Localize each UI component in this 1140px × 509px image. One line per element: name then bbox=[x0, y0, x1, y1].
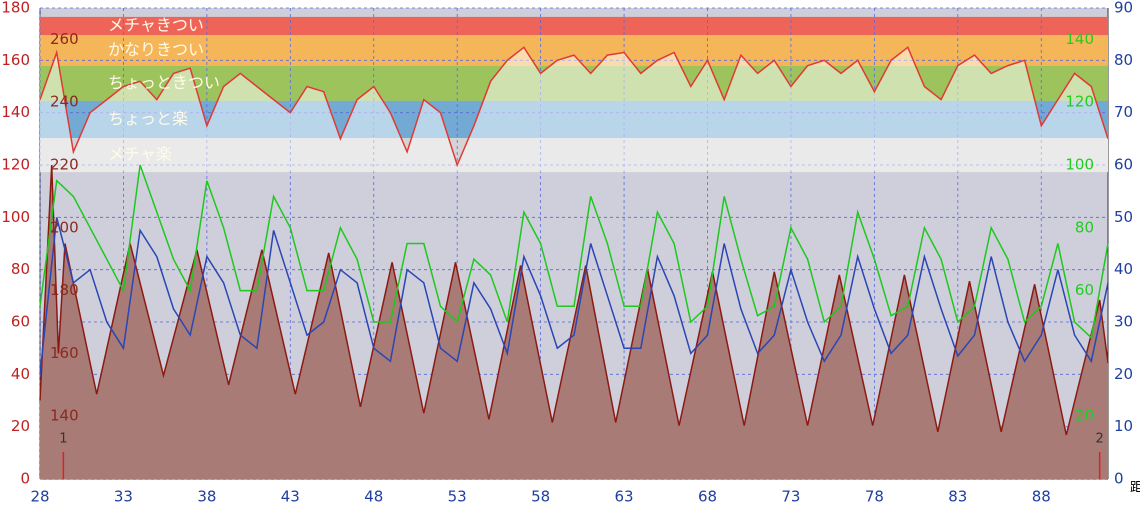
y4-tick-label: 80 bbox=[1075, 218, 1094, 236]
y-tick-label: 180 bbox=[1, 0, 30, 17]
y3-tick-label: 200 bbox=[50, 218, 79, 236]
y3-tick-label: 160 bbox=[50, 344, 79, 362]
x-tick-label: 63 bbox=[615, 488, 634, 506]
y-tick-label: 40 bbox=[11, 365, 30, 383]
y2-tick-label: 10 bbox=[1114, 417, 1133, 435]
x-tick-label: 38 bbox=[197, 488, 216, 506]
y-tick-label: 60 bbox=[11, 313, 30, 331]
x-tick-label: 48 bbox=[364, 488, 383, 506]
line bbox=[39, 164, 1109, 436]
y2-tick-label: 60 bbox=[1114, 156, 1133, 174]
y3-tick-label: 180 bbox=[50, 281, 79, 299]
x-tick-label: 43 bbox=[281, 488, 300, 506]
zone-label: メチャ楽 bbox=[108, 145, 172, 164]
line bbox=[39, 217, 1109, 375]
x-tick-label: 88 bbox=[1032, 488, 1051, 506]
y-tick-label: 20 bbox=[11, 417, 30, 435]
y4-tick-label: 20 bbox=[1075, 407, 1094, 425]
y-tick-label: 100 bbox=[1, 208, 30, 226]
y3-tick-label: 140 bbox=[50, 407, 79, 425]
y-tick-label: 120 bbox=[1, 156, 30, 174]
y3-tick-label: 240 bbox=[50, 93, 79, 111]
x-tick-label: 78 bbox=[865, 488, 884, 506]
y3-tick-label: 220 bbox=[50, 156, 79, 174]
lap-label: 2 bbox=[1096, 432, 1104, 447]
y4-tick-label: 60 bbox=[1075, 281, 1094, 299]
area bbox=[40, 47, 1108, 173]
line bbox=[39, 164, 1109, 340]
y4-tick-label: 100 bbox=[1065, 156, 1094, 174]
y2-tick-label: 70 bbox=[1114, 103, 1133, 121]
x-tick-label: 28 bbox=[30, 488, 49, 506]
line bbox=[39, 46, 1109, 168]
x-tick-label: 53 bbox=[448, 488, 467, 506]
x-axis-label: 距 bbox=[1130, 481, 1140, 496]
y2-tick-label: 30 bbox=[1114, 313, 1133, 331]
y2-tick-label: 0 bbox=[1114, 470, 1124, 488]
lap-label: 1 bbox=[59, 432, 67, 447]
y2-tick-label: 80 bbox=[1114, 51, 1133, 69]
y-tick-label: 0 bbox=[20, 470, 30, 488]
y4-tick-label: 120 bbox=[1065, 93, 1094, 111]
y2-tick-label: 50 bbox=[1114, 208, 1133, 226]
x-tick-label: 58 bbox=[531, 488, 550, 506]
x-tick-label: 73 bbox=[781, 488, 800, 506]
zone-band bbox=[40, 16, 1108, 36]
y2-tick-label: 40 bbox=[1114, 260, 1133, 278]
zone-label: ちょっときつい bbox=[108, 73, 220, 92]
zone-label: メチャきつい bbox=[108, 16, 204, 35]
x-tick-label: 33 bbox=[114, 488, 133, 506]
y-tick-label: 80 bbox=[11, 260, 30, 278]
zone-label: かなりきつい bbox=[108, 40, 204, 59]
y-tick-label: 160 bbox=[1, 51, 30, 69]
y-tick-label: 140 bbox=[1, 103, 30, 121]
y2-tick-label: 90 bbox=[1114, 0, 1133, 17]
y2-tick-label: 20 bbox=[1114, 365, 1133, 383]
x-tick-label: 68 bbox=[698, 488, 717, 506]
y4-tick-label: 140 bbox=[1065, 30, 1094, 48]
zone-label: ちょっと楽 bbox=[108, 109, 188, 128]
x-tick-label: 83 bbox=[948, 488, 967, 506]
y3-tick-label: 260 bbox=[50, 30, 79, 48]
